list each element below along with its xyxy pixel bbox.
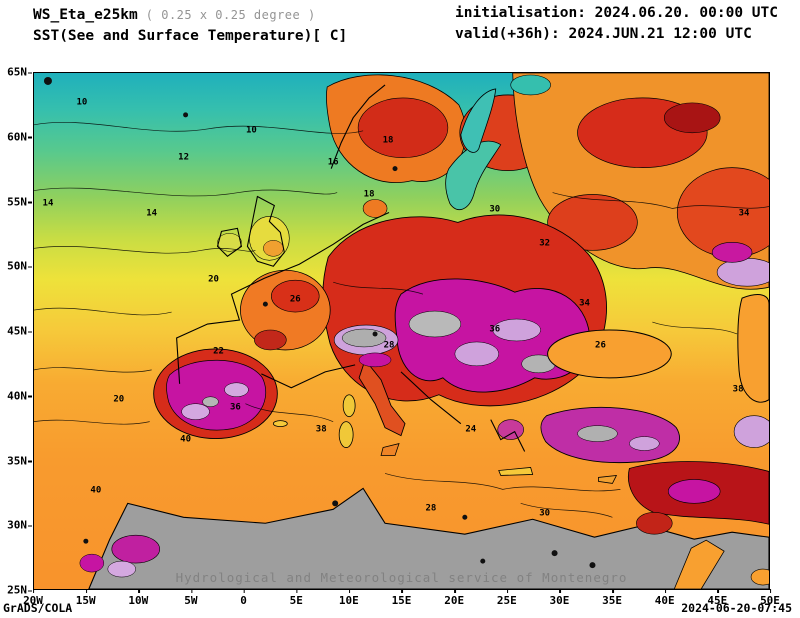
generation-timestamp: 2024-06-20-07:45 — [681, 601, 792, 615]
lat-tick-label: 25N — [7, 583, 32, 597]
resolution-note: ( 0.25 x 0.25 degree ) — [145, 8, 316, 22]
header-left: WS_Eta_e25km ( 0.25 x 0.25 degree ) SST(S… — [33, 3, 347, 47]
valid-time: valid(+36h): 2024.JUN.21 12:00 UTC — [455, 26, 752, 42]
lon-tick-label: 40E — [654, 589, 675, 607]
lon-tick-label: 20E — [444, 589, 465, 607]
black-sea — [547, 329, 672, 379]
lat-tick-label: 65N — [7, 65, 32, 79]
lon-tick-label: 30E — [549, 589, 570, 607]
sahara-gray-region — [88, 487, 769, 589]
initialisation-time: initialisation: 2024.06.20. 00:00 UTC — [455, 5, 779, 21]
italy-peninsula — [358, 358, 406, 437]
lon-tick-label: 10E — [338, 589, 359, 607]
lat-tick-label: 50N — [7, 259, 32, 273]
temperature-map — [34, 73, 769, 589]
lon-tick-label: 20W — [23, 589, 43, 607]
coastlines — [176, 84, 526, 452]
lon-tick-label: 25E — [496, 589, 517, 607]
lat-tick-label: 45N — [7, 324, 32, 338]
lon-tick-label: 0 — [240, 589, 247, 607]
lon-tick-label: 10W — [128, 589, 149, 607]
lon-axis: 20W 15W 10W 5W 0 5E 10E 15E 20E 25E 30E 35E 40E 45E 50… — [23, 589, 780, 608]
grads-credit: GrADS/COLA — [3, 601, 73, 615]
islands — [272, 394, 618, 484]
lon-tick-label: 5W — [184, 589, 198, 607]
lon-tick-label: 35E — [602, 589, 622, 607]
lat-axis: 65N 60N 55N 50N 45N 40N 35N 30N 25N — [0, 66, 32, 597]
lon-tick-label: 15E — [391, 589, 412, 607]
lon-tick-label: 50E — [760, 589, 780, 607]
lat-tick-label: 60N — [7, 130, 32, 144]
lat-tick-label: 40N — [7, 389, 32, 403]
lat-tick-label: 30N — [7, 518, 32, 532]
lat-tick-label: 55N — [7, 195, 32, 208]
lon-tick-label: 15W — [75, 589, 96, 607]
model-title: WS_Eta_e25km — [33, 7, 138, 23]
model-title-line: WS_Eta_e25km ( 0.25 x 0.25 degree ) — [33, 3, 347, 26]
red-sea — [673, 539, 725, 589]
inland-seas — [445, 88, 769, 403]
header-right: initialisation: 2024.06.20. 00:00 UTC va… — [455, 3, 778, 45]
caspian-sea — [737, 294, 769, 403]
africa-landmass — [79, 487, 769, 589]
gulf-of-bothnia — [460, 88, 497, 153]
baltic-sea — [445, 140, 502, 211]
lat-tick-label: 35N — [7, 454, 32, 467]
contour-lines — [34, 122, 769, 518]
local-extreme-spots — [43, 76, 596, 569]
footer: GrADS/COLA 2024-06-20-07:45 — [3, 601, 792, 615]
lon-tick-label: 45E — [707, 589, 728, 607]
plot-frame: Hydrological and Meteorological service … — [33, 72, 770, 590]
lon-tick-label: 5E — [289, 589, 303, 607]
variable-title: SST(See and Surface Temperature)[ C] — [33, 28, 348, 44]
